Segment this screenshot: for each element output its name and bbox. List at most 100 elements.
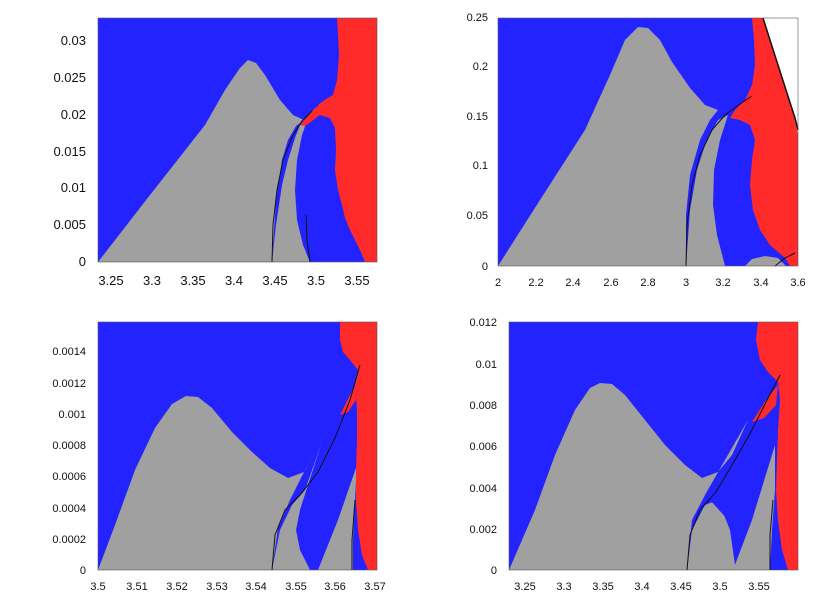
panel-3-y-tick-label: 0 — [80, 565, 86, 577]
panel-2-x-tick-label: 2.4 — [565, 277, 580, 289]
panel-1-x-tick-label: 3.35 — [180, 273, 205, 288]
panel-2-y-tick-label: 0.15 — [467, 111, 488, 123]
panel-4-x-tick-label: 3.4 — [634, 581, 649, 593]
panel-4-y-tick-label: 0.012 — [469, 317, 497, 329]
panel-2-x-tick-label: 2 — [495, 277, 501, 289]
panel-2-x-tick-label: 3 — [683, 277, 689, 289]
panel-4-red-region — [756, 322, 798, 570]
panel-3-gray-region — [98, 396, 318, 570]
panel-3-x-tick-label: 3.57 — [364, 581, 385, 593]
panel-4-x-tick-label: 3.5 — [712, 581, 727, 593]
panel-1-y-tick-label: 0 — [79, 254, 86, 269]
panel-2-x-tick-label: 2.8 — [640, 277, 655, 289]
panel-3-y-tick-label: 0.0004 — [52, 503, 86, 515]
panel-1-y-tick-label: 0.03 — [61, 33, 86, 48]
panel-3-gray-wedge-2 — [318, 465, 357, 570]
panel-1: 0 0.005 0.01 0.015 0.02 0.025 0.03 3.25 … — [53, 17, 378, 288]
panel-2-x-tick-label: 3.2 — [715, 277, 730, 289]
panel-4-y-tick-label: 0.002 — [469, 524, 497, 536]
panel-1-x-ticks: 3.25 3.3 3.35 3.4 3.45 3.5 3.55 — [98, 273, 369, 288]
panel-2-white-region — [763, 18, 798, 135]
panel-4-x-tick-label: 3.3 — [556, 581, 571, 593]
panel-2-gray-lobe — [686, 115, 728, 266]
panel-4-x-tick-label: 3.45 — [670, 581, 691, 593]
panel-3-frame — [97, 321, 378, 571]
panel-4-boundary-curve — [686, 374, 781, 571]
panel-2-black-edge — [762, 17, 799, 131]
panel-3-gray-wedge — [272, 442, 322, 570]
panel-4-y-tick-label: 0.008 — [469, 400, 497, 412]
panel-3-boundary-curve-2 — [351, 499, 356, 570]
panel-1-y-tick-label: 0.01 — [61, 180, 86, 195]
panel-3-y-tick-label: 0.0006 — [52, 471, 86, 483]
panel-1-boundary-curve-2 — [305, 214, 311, 263]
panel-1-red-spur — [300, 100, 330, 126]
panel-3-y-tick-label: 0.0014 — [52, 346, 86, 358]
panel-1-y-tick-label: 0.02 — [61, 107, 86, 122]
panel-2-y-tick-label: 0.25 — [467, 12, 488, 24]
panel-1-frame — [97, 17, 378, 263]
panel-1-x-tick-label: 3.55 — [344, 273, 369, 288]
panel-3-y-tick-label: 0.0002 — [52, 534, 86, 546]
panel-1-gray-lobe — [272, 118, 310, 262]
panel-3-x-tick-label: 3.56 — [324, 581, 345, 593]
panel-4-blue-lobe — [710, 395, 775, 545]
panel-3-x-tick-label: 3.52 — [166, 581, 187, 593]
panel-3-x-tick-label: 3.5 — [90, 581, 105, 593]
panel-4-gray-wedge-2 — [733, 445, 775, 570]
panel-1-gray-region — [98, 60, 304, 262]
panel-2-y-tick-label: 0.05 — [467, 210, 488, 222]
panel-4-frame — [508, 321, 799, 571]
panel-2-x-ticks: 2 2.2 2.4 2.6 2.8 3 3.2 3.4 3.6 — [495, 277, 806, 289]
panel-3-red-region — [340, 322, 377, 570]
panel-2-boundary-curve — [685, 95, 753, 267]
panel-4-x-tick-label: 3.55 — [748, 581, 769, 593]
panel-3-y-tick-label: 0.001 — [58, 409, 86, 421]
panel-1-y-tick-label: 0.015 — [53, 144, 86, 159]
panel-2-y-tick-label: 0 — [482, 261, 488, 273]
panel-2-gray-region — [498, 27, 718, 266]
panel-4-y-tick-label: 0 — [491, 565, 497, 577]
panel-2-frame — [497, 17, 799, 267]
panel-2-gray-bump — [745, 256, 786, 266]
panel-4-x-tick-label: 3.25 — [514, 581, 535, 593]
panel-4-y-tick-label: 0.006 — [469, 441, 497, 453]
panel-1-x-tick-label: 3.45 — [262, 273, 287, 288]
panel-1-x-tick-label: 3.25 — [98, 273, 123, 288]
panel-4-y-tick-label: 0.01 — [476, 359, 497, 371]
panel-3-boundary-curve — [271, 364, 361, 571]
panel-4-gray-region — [509, 383, 748, 570]
panel-4: 0 0.002 0.004 0.006 0.008 0.01 0.012 3.2… — [469, 317, 799, 593]
panel-1-red-region — [318, 18, 377, 262]
panel-4-gray-wedge — [687, 500, 735, 570]
panel-3-blue-lobe — [300, 400, 350, 565]
panel-1-x-tick-label: 3.5 — [307, 273, 325, 288]
panel-2-x-tick-label: 3.6 — [790, 277, 805, 289]
panel-3-x-tick-label: 3.51 — [126, 581, 147, 593]
panel-1-x-tick-label: 3.4 — [225, 273, 243, 288]
panel-4-y-tick-label: 0.004 — [469, 483, 497, 495]
panel-3-x-ticks: 3.5 3.51 3.52 3.53 3.54 3.55 3.56 3.57 — [90, 581, 385, 593]
panel-1-y-tick-label: 0.005 — [53, 217, 86, 232]
panel-1-y-ticks: 0 0.005 0.01 0.015 0.02 0.025 0.03 — [53, 33, 86, 269]
panel-2-boundary-curve-2 — [774, 252, 796, 267]
panel-2-y-tick-label: 0.1 — [473, 160, 488, 172]
panel-4-y-ticks: 0 0.002 0.004 0.006 0.008 0.01 0.012 — [469, 317, 497, 577]
panel-2-y-tick-label: 0.2 — [473, 61, 488, 73]
panel-2-y-ticks: 0 0.05 0.1 0.15 0.2 0.25 — [467, 12, 488, 273]
panel-4-boundary-curve-2 — [769, 499, 774, 570]
panel-3-y-tick-label: 0.0012 — [52, 378, 86, 390]
panel-2-x-tick-label: 3.4 — [753, 277, 768, 289]
panel-3-x-tick-label: 3.54 — [245, 581, 266, 593]
panel-3-y-tick-label: 0.0008 — [52, 440, 86, 452]
panel-1-y-tick-label: 0.025 — [53, 70, 86, 85]
panel-2: 0 0.05 0.1 0.15 0.2 0.25 2 2.2 2.4 2.6 2… — [467, 12, 806, 289]
panel-1-boundary-curve — [271, 110, 313, 263]
panel-2-x-tick-label: 2.6 — [603, 277, 618, 289]
panel-3-y-ticks: 0 0.0002 0.0004 0.0006 0.0008 0.001 0.00… — [52, 346, 86, 577]
panel-3-x-tick-label: 3.55 — [285, 581, 306, 593]
panel-3: 0 0.0002 0.0004 0.0006 0.0008 0.001 0.00… — [52, 321, 386, 593]
panel-4-x-ticks: 3.25 3.3 3.35 3.4 3.45 3.5 3.55 — [514, 581, 769, 593]
panel-2-red-region — [730, 18, 798, 266]
